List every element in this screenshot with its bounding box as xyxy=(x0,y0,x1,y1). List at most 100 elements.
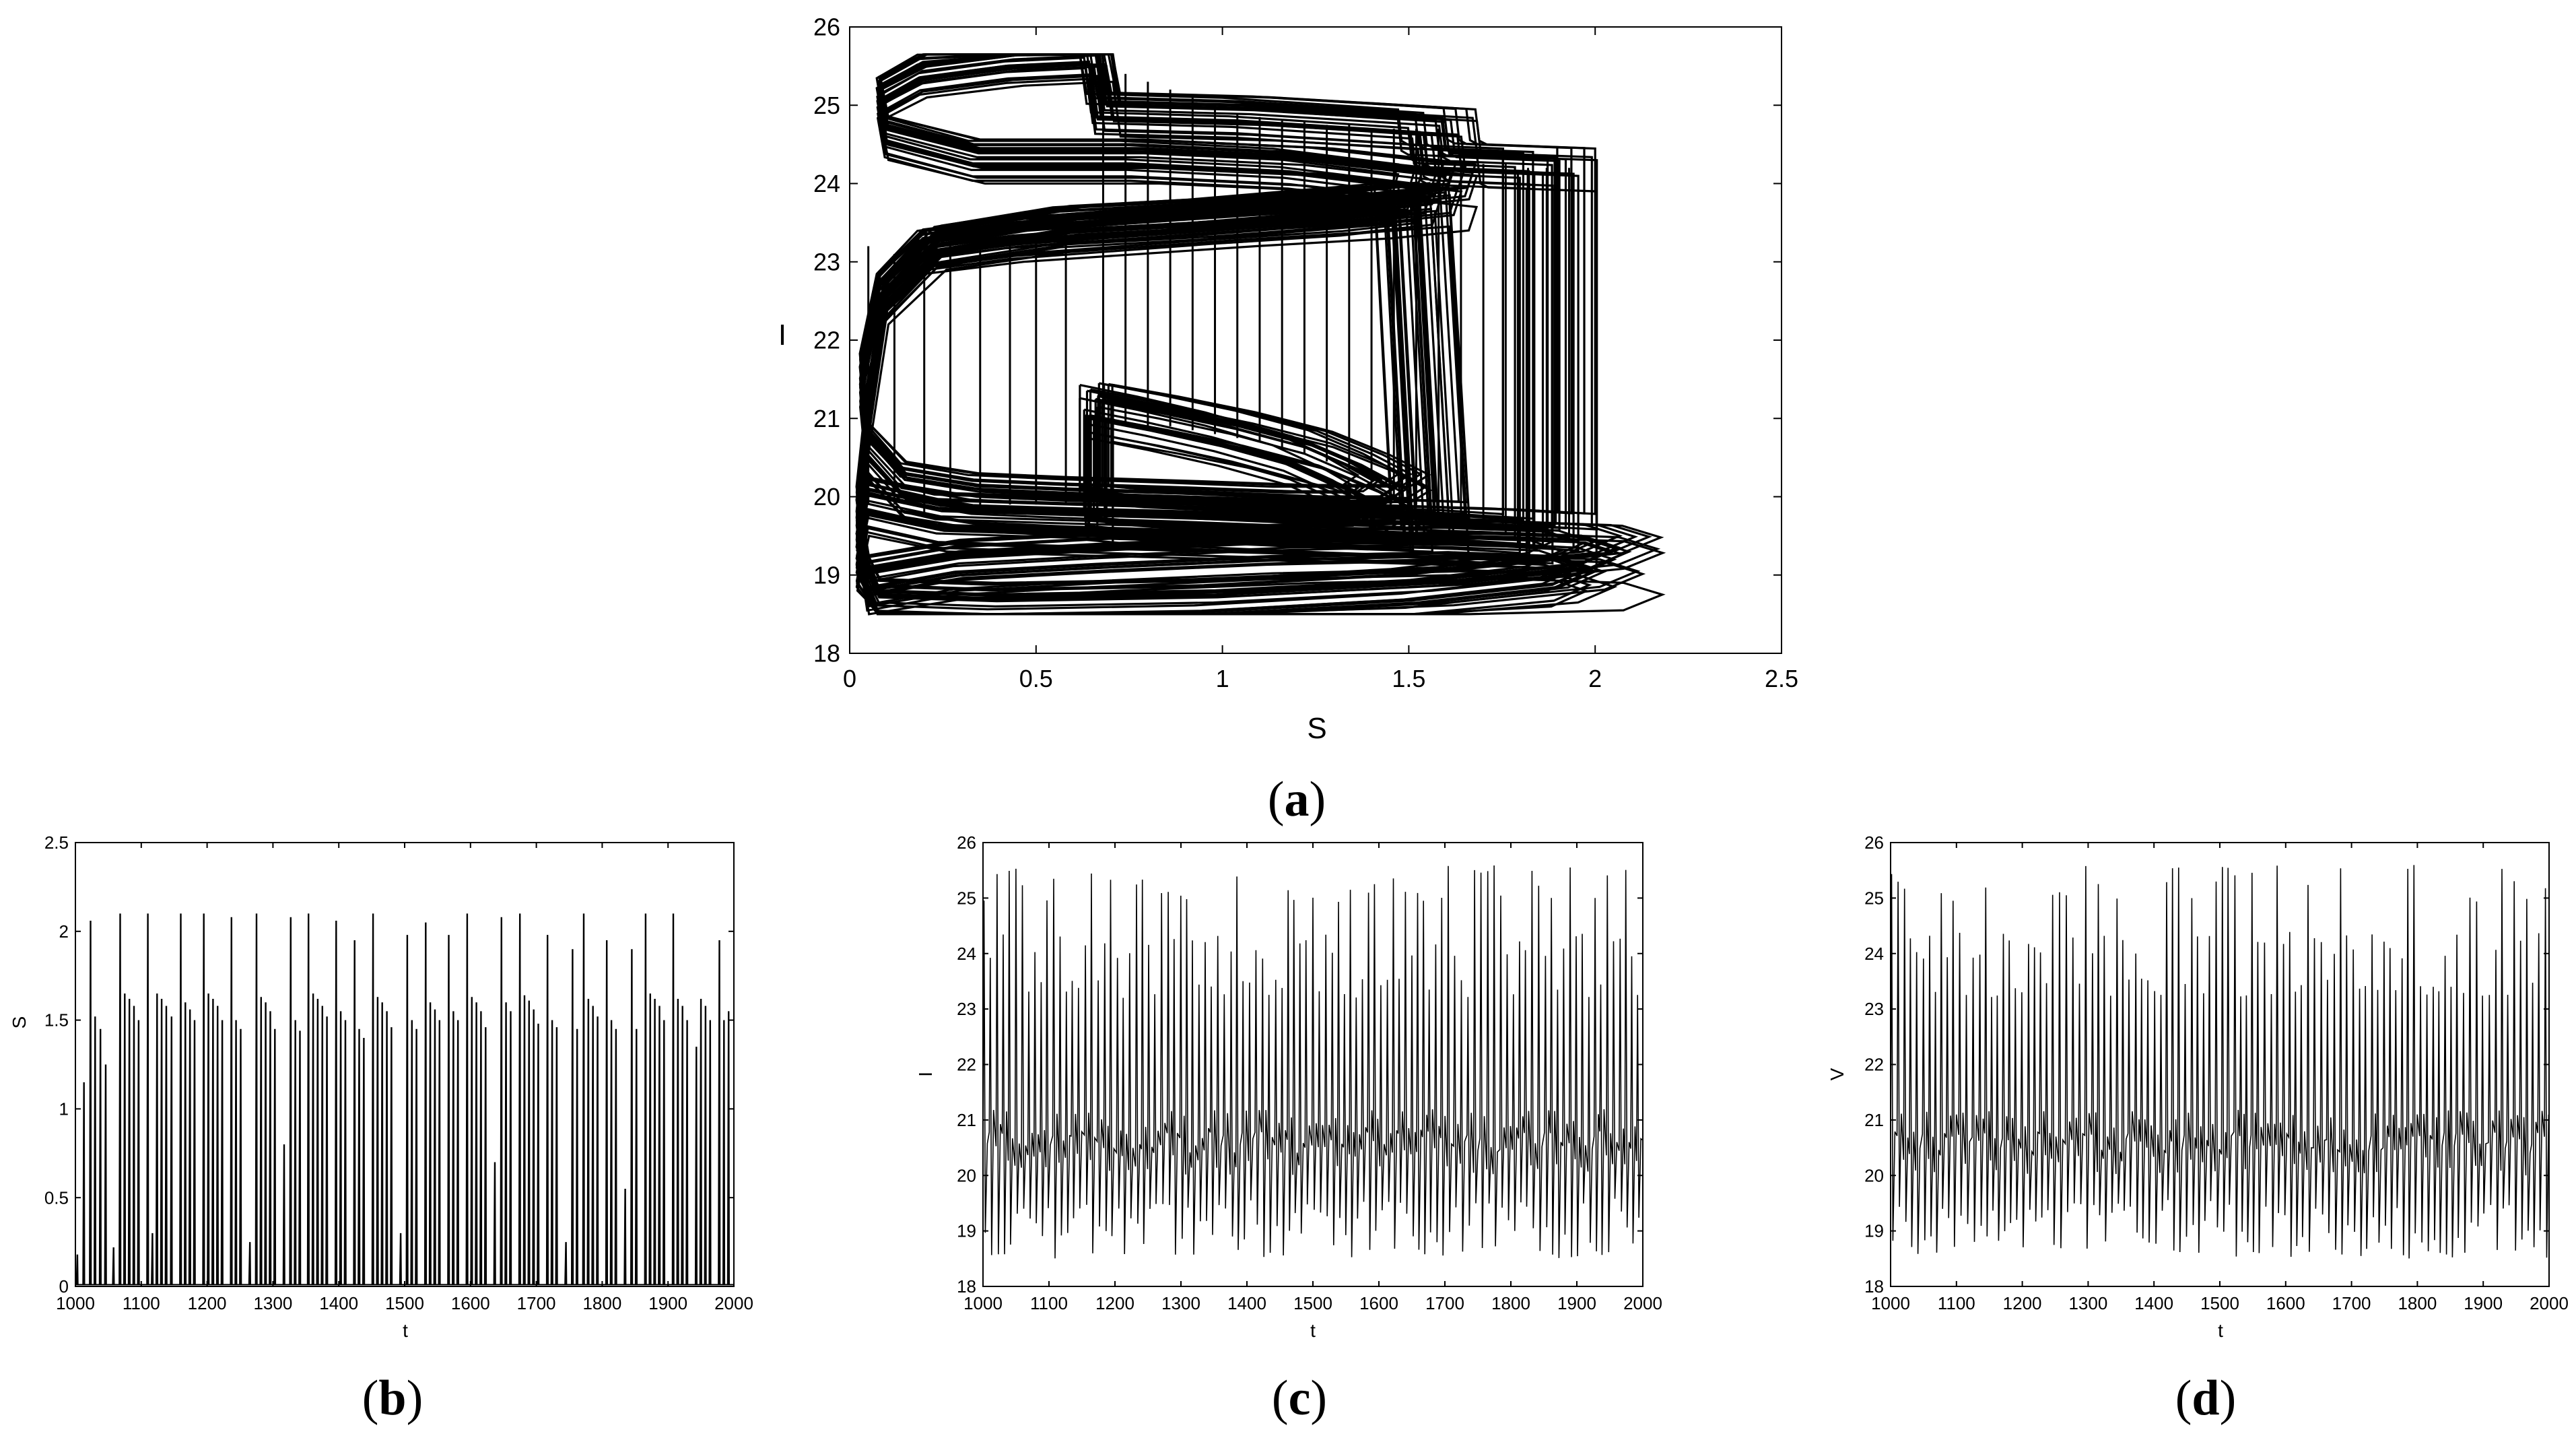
spike-b xyxy=(155,993,159,1285)
x-tick-label-c: 1400 xyxy=(1227,1293,1266,1313)
spike-b xyxy=(248,1242,251,1285)
spike-b xyxy=(399,1233,402,1285)
spike-b xyxy=(475,1002,478,1285)
spike-b xyxy=(405,935,409,1285)
x-tick-label-b: 1300 xyxy=(253,1293,292,1313)
spike-b xyxy=(118,913,122,1285)
spike-b xyxy=(320,1006,324,1285)
plot-area-a: 0 0.5 1 1.5 2 2.5 18 19 20 21 22 23 24 25 26 xyxy=(813,13,1798,692)
spike-b xyxy=(75,1254,79,1285)
panel-c-i-time-series: 1000 1100 1200 1300 1400 1500 1600 1700 1800 1900… xyxy=(915,832,1662,1426)
spike-b xyxy=(623,1188,627,1285)
x-tick-label-d: 1200 xyxy=(2003,1293,2042,1313)
x-tick-label-b: 1900 xyxy=(648,1293,687,1313)
y-tick-label-b: 0 xyxy=(59,1276,69,1297)
x-tick-label-c: 1100 xyxy=(1030,1293,1068,1313)
spike-b xyxy=(452,1011,455,1285)
plot-area-d: 1000 1100 1200 1300 1400 1500 1600 1700 1800 1900… xyxy=(1864,832,2569,1313)
y-axis-label-d: V xyxy=(1827,1068,1848,1080)
spike-b xyxy=(211,998,215,1285)
y-tick-label-b: 2.5 xyxy=(44,832,69,853)
spike-b xyxy=(465,913,469,1285)
spike-b xyxy=(685,1020,689,1285)
spike-b xyxy=(550,1020,553,1285)
spike-b xyxy=(681,1006,684,1285)
y-tick-label-c: 22 xyxy=(957,1055,976,1075)
y-tick-label-c: 24 xyxy=(957,944,976,964)
x-tick-label-b: 1600 xyxy=(451,1293,490,1313)
spike-b xyxy=(509,1011,512,1285)
x-tick-label-d: 1400 xyxy=(2134,1293,2173,1313)
spike-b xyxy=(255,913,258,1285)
y-tick-label-c: 20 xyxy=(957,1165,976,1185)
spike-b xyxy=(94,1016,97,1285)
spike-b xyxy=(376,997,379,1285)
x-tick-label-c: 1200 xyxy=(1095,1293,1134,1313)
spike-b xyxy=(358,1028,361,1285)
x-tick-label-c: 1700 xyxy=(1425,1293,1464,1313)
spike-b xyxy=(428,1002,432,1285)
spike-b xyxy=(518,913,521,1285)
y-tick-label-c: 19 xyxy=(957,1221,976,1241)
spike-b xyxy=(127,998,131,1285)
spike-b xyxy=(334,920,338,1285)
spike-b xyxy=(676,998,679,1285)
x-tick-label-d: 1800 xyxy=(2398,1293,2437,1313)
spike-b xyxy=(385,1011,388,1285)
x-tick-label-b: 1700 xyxy=(517,1293,556,1313)
spike-b xyxy=(614,1028,617,1285)
panel-a-phase-portrait: 0 0.5 1 1.5 2 2.5 18 19 20 21 22 23 24 25 26 S I (a) xyxy=(778,13,1798,827)
spike-b xyxy=(605,940,608,1285)
x-axis-label-d: t xyxy=(2218,1320,2223,1341)
spike-b xyxy=(456,1020,459,1285)
spike-b xyxy=(653,998,656,1285)
x-tick-label-a: 1.5 xyxy=(1392,665,1425,692)
x-tick-label-d: 1700 xyxy=(2332,1293,2371,1313)
plot-area-c: 1000 1100 1200 1300 1400 1500 1600 1700 1800 1900… xyxy=(957,832,1662,1313)
spike-b xyxy=(259,997,263,1285)
spike-b xyxy=(704,1006,707,1285)
y-tick-label-a: 18 xyxy=(813,640,840,667)
spike-b xyxy=(164,1006,168,1285)
y-tick-label-a: 21 xyxy=(813,405,840,432)
y-tick-label-a: 26 xyxy=(813,13,840,41)
spike-b xyxy=(298,1030,302,1285)
spike-b xyxy=(234,1020,238,1285)
spike-b xyxy=(479,1011,483,1285)
trajectory-line-a xyxy=(856,63,1607,616)
spike-b xyxy=(671,913,675,1285)
spike-b xyxy=(447,935,450,1285)
y-tick-label-c: 21 xyxy=(957,1110,976,1130)
y-tick-label-a: 24 xyxy=(813,170,840,197)
spike-b xyxy=(269,1011,272,1285)
x-tick-label-d: 1300 xyxy=(2068,1293,2107,1313)
spike-b xyxy=(694,1047,698,1285)
x-tick-label-b: 1500 xyxy=(385,1293,424,1313)
spike-b xyxy=(193,1020,196,1285)
spike-b xyxy=(146,913,149,1285)
spike-b xyxy=(722,1020,726,1285)
spike-b xyxy=(325,1016,329,1285)
spike-b xyxy=(726,1011,730,1285)
spike-b xyxy=(339,1011,342,1285)
spike-b xyxy=(316,998,319,1285)
spike-b xyxy=(648,993,652,1285)
panel-label-d: (d) xyxy=(2175,1371,2236,1426)
spike-b xyxy=(555,1027,558,1285)
y-tick-label-b: 0.5 xyxy=(44,1187,69,1208)
spike-b xyxy=(410,1020,413,1285)
spike-b xyxy=(708,1020,712,1285)
spike-b xyxy=(215,1006,219,1285)
y-axis-label-a: I xyxy=(778,319,786,352)
y-axis-label-c: I xyxy=(915,1072,936,1077)
x-tick-label-b: 1000 xyxy=(56,1293,95,1313)
y-tick-label-a: 25 xyxy=(813,92,840,119)
spike-b xyxy=(527,1000,531,1285)
spike-b xyxy=(591,1006,595,1285)
x-tick-label-a: 0 xyxy=(843,665,856,692)
spike-b xyxy=(98,1028,102,1285)
x-axis-label-a: S xyxy=(1307,712,1326,745)
x-tick-label-c: 1300 xyxy=(1161,1293,1200,1313)
x-tick-label-a: 2.5 xyxy=(1765,665,1798,692)
spike-b xyxy=(160,998,163,1285)
